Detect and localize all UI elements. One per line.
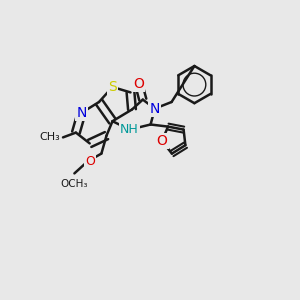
Text: N: N [150,102,160,116]
Text: O: O [133,77,144,91]
Text: CH₃: CH₃ [39,132,60,142]
Text: OCH₃: OCH₃ [61,179,88,189]
Text: O: O [85,155,95,168]
Text: NH: NH [120,123,139,136]
Text: S: S [108,80,117,94]
Text: O: O [157,134,167,148]
Text: N: N [76,106,87,120]
